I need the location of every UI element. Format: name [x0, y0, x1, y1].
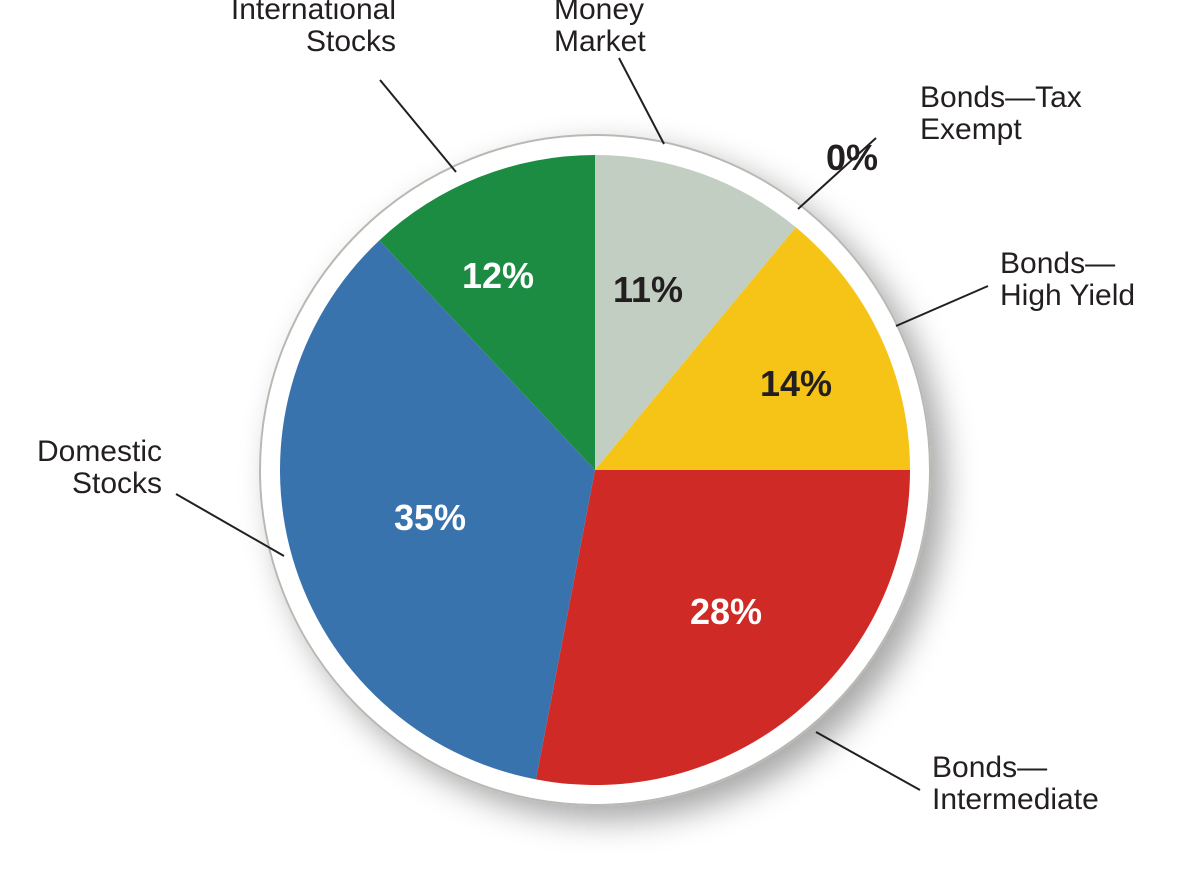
label-money-market: Money Market	[554, 0, 646, 59]
pct-domestic-stocks: 35%	[394, 497, 466, 538]
label-bonds-intermediate: Bonds— Intermediate	[932, 752, 1099, 817]
leader-bonds-intermediate	[816, 732, 920, 790]
leader-bonds-high-yield	[896, 286, 988, 326]
pct-bonds-intermediate: 28%	[690, 591, 762, 632]
pct-bonds-tax-exempt: 0%	[826, 137, 878, 178]
pct-money-market: 11%	[613, 269, 683, 310]
label-bonds-high-yield: Bonds— High Yield	[1000, 248, 1135, 313]
leader-money-market	[619, 58, 664, 144]
leader-international-stocks	[380, 80, 456, 172]
label-bonds-tax-exempt: Bonds—Tax Exempt	[920, 82, 1082, 147]
pct-international-stocks: 12%	[462, 255, 534, 296]
label-international-stocks: International Stocks	[231, 0, 396, 59]
pie-chart-container: 11% 0% 14% 28% 35% 12% Money Market Bonds—Tax …	[0, 0, 1200, 879]
label-domestic-stocks: Domestic Stocks	[37, 436, 162, 501]
pct-bonds-high-yield: 14%	[760, 363, 832, 404]
